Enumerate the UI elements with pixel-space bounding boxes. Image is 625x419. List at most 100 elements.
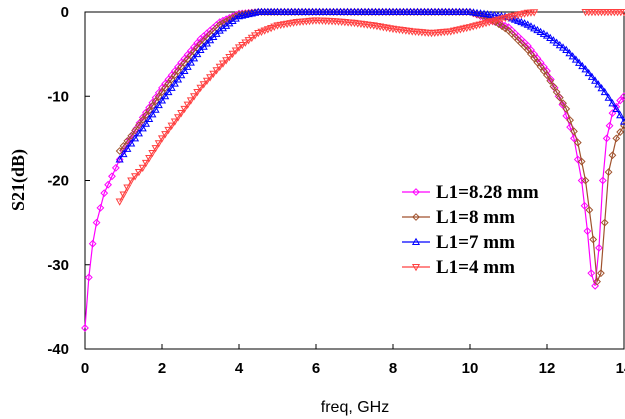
data-point <box>170 79 179 87</box>
data-point <box>241 39 250 47</box>
data-point <box>157 135 167 143</box>
data-point <box>581 176 590 185</box>
data-point <box>539 62 548 71</box>
x-tick-label: 8 <box>389 360 397 377</box>
data-point <box>183 62 192 70</box>
data-point <box>575 58 584 66</box>
series-0 <box>81 8 625 332</box>
data-point <box>164 87 173 96</box>
data-point <box>154 92 163 101</box>
series-1 <box>115 8 625 286</box>
data-point <box>573 138 582 147</box>
data-point <box>161 131 170 139</box>
data-point <box>546 76 555 85</box>
data-point <box>546 33 555 42</box>
data-point <box>562 104 571 113</box>
data-point <box>180 66 189 75</box>
data-point <box>530 9 539 17</box>
data-point <box>215 63 224 71</box>
data-point <box>598 176 607 185</box>
data-point <box>587 269 596 278</box>
y-axis-label: S21(dB) <box>8 149 29 211</box>
data-point <box>158 88 166 96</box>
y-tick-label: 0 <box>61 4 69 21</box>
data-point <box>533 25 542 34</box>
data-point <box>193 88 202 97</box>
data-point <box>134 129 143 137</box>
data-point <box>174 62 182 71</box>
data-point <box>81 324 89 332</box>
data-point <box>244 37 253 45</box>
data-point <box>173 75 183 83</box>
data-point <box>552 38 561 46</box>
data-point <box>514 16 523 24</box>
data-point <box>186 58 195 66</box>
data-point <box>257 28 266 37</box>
data-point <box>154 100 163 109</box>
data-point <box>173 114 183 122</box>
x-tick-label: 6 <box>312 360 320 377</box>
data-point <box>115 198 124 206</box>
data-point <box>566 116 575 125</box>
data-point <box>119 191 128 199</box>
data-point <box>526 22 536 30</box>
data-point <box>157 96 167 104</box>
data-point <box>530 54 539 63</box>
data-point <box>578 61 587 70</box>
data-point <box>577 157 586 166</box>
data-point <box>212 67 221 75</box>
data-point <box>92 218 101 227</box>
data-point <box>84 273 93 282</box>
data-point <box>141 159 151 168</box>
data-point <box>494 20 503 29</box>
data-point <box>222 17 231 26</box>
data-point <box>218 60 228 68</box>
data-point <box>543 67 551 75</box>
data-point <box>167 71 176 80</box>
data-point <box>145 106 154 115</box>
data-point <box>619 117 625 125</box>
data-point <box>202 77 211 86</box>
legend: L1=8.28 mm L1=8 mm L1=7 mm L1=4 mm <box>402 182 539 278</box>
data-point <box>591 76 600 84</box>
data-point <box>608 151 617 160</box>
data-point <box>186 97 195 105</box>
data-point <box>138 124 147 132</box>
data-point <box>180 105 189 114</box>
data-point <box>164 126 173 135</box>
data-point <box>595 243 603 252</box>
data-point <box>209 70 218 79</box>
data-point <box>119 142 128 150</box>
data-point <box>501 24 510 33</box>
data-point <box>151 145 160 153</box>
x-tick-label: 12 <box>539 360 556 377</box>
series-3 <box>115 8 625 206</box>
data-point <box>131 134 140 142</box>
data-point <box>177 70 186 79</box>
legend-label: L1=8 mm <box>436 207 515 228</box>
series-layer <box>81 7 625 332</box>
data-point <box>600 218 609 227</box>
data-point <box>234 44 244 52</box>
data-point <box>250 32 260 40</box>
data-point <box>510 15 519 23</box>
data-point <box>151 105 160 113</box>
data-point <box>539 29 548 37</box>
data-point <box>196 84 205 93</box>
data-point <box>127 139 136 147</box>
data-point <box>115 155 124 164</box>
series-line <box>119 11 625 284</box>
data-point <box>270 23 279 31</box>
data-point <box>585 206 594 214</box>
data-point <box>589 235 598 244</box>
data-point <box>619 8 625 17</box>
data-point <box>161 92 170 100</box>
data-point <box>151 97 160 106</box>
data-point <box>523 20 532 28</box>
data-point <box>141 119 151 127</box>
data-point <box>164 79 173 88</box>
data-point <box>167 122 176 130</box>
data-point <box>559 99 567 108</box>
data-point <box>527 46 535 54</box>
